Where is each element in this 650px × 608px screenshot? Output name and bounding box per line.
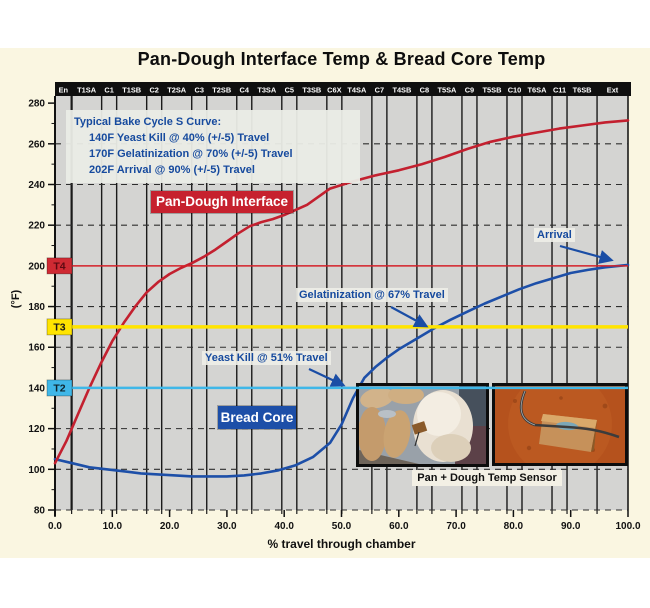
zone-label: C4 xyxy=(240,86,250,95)
note-line: 202F Arrival @ 90% (+/-5) Travel xyxy=(89,164,255,176)
zone-label: T3SB xyxy=(302,86,321,95)
callout-arrow xyxy=(559,244,614,264)
x-tick-label: 50.0 xyxy=(332,521,352,532)
dough-loaf xyxy=(383,410,411,458)
pan-dough-series-label: Pan-Dough Interface xyxy=(151,191,293,213)
y-tick-label: 240 xyxy=(28,180,45,191)
threshold-badge-T3 xyxy=(46,318,73,336)
zone-label: T5SB xyxy=(483,86,502,95)
zone-label: C8 xyxy=(420,86,429,95)
y-axis: 80 100 120 140 160 180 200 220 240 260 280 xyxy=(28,96,56,517)
zone-label: C9 xyxy=(465,86,474,95)
y-tick-label: 160 xyxy=(28,343,45,354)
note-line: 140F Yeast Kill @ 40% (+/-5) Travel xyxy=(89,132,270,144)
arrival-callout: Arrival xyxy=(534,228,575,242)
zone-label: T6SB xyxy=(573,86,592,95)
x-axis-title: % travel through chamber xyxy=(267,537,416,551)
zone-label: T4SB xyxy=(392,86,411,95)
bread-dough-photo-art xyxy=(359,386,486,464)
callout-arrows xyxy=(308,244,614,387)
threshold-badge-label: T2 xyxy=(53,383,65,395)
zone-label: C10 xyxy=(508,86,522,95)
y-tick-label: 120 xyxy=(28,424,45,435)
threshold-badge-T4 xyxy=(46,257,73,275)
zone-label: T3SA xyxy=(257,86,277,95)
y-axis-unit-label: (°F) xyxy=(10,289,22,309)
x-tick-label: 20.0 xyxy=(160,521,180,532)
y-tick-label: 80 xyxy=(34,506,46,517)
zone-label: T4SA xyxy=(347,86,367,95)
threshold-badge-label: T3 xyxy=(53,322,65,334)
threshold-badge-label: T4 xyxy=(53,261,65,273)
zone-label: T2SA xyxy=(167,86,187,95)
zone-label: T2SB xyxy=(212,86,231,95)
threshold-badge-T2 xyxy=(46,379,73,397)
x-axis: 0.0 10.0 20.0 30.0 40.0 50.0 60.0 70.0 80.0 90.0 1… xyxy=(48,510,641,532)
zone-label: C5 xyxy=(285,86,294,95)
x-tick-label: 40.0 xyxy=(274,521,294,532)
y-tick-label: 200 xyxy=(28,261,45,272)
x-tick-label: 100.0 xyxy=(615,521,640,532)
inset-caption: Pan + Dough Temp Sensor xyxy=(412,470,562,486)
zone-label: C1 xyxy=(104,86,113,95)
x-tick-label: 60.0 xyxy=(389,521,409,532)
pan-sensor-photo xyxy=(492,383,628,466)
zone-label: T1SA xyxy=(77,86,97,95)
zone-label: T6SA xyxy=(528,86,548,95)
y-tick-label: 260 xyxy=(28,139,45,150)
zone-label: C6X xyxy=(327,86,341,95)
zone-label: C2 xyxy=(149,86,158,95)
callout-arrow xyxy=(390,306,429,328)
threshold-lines: T4 T3 T2 xyxy=(46,257,628,397)
chart-title: Pan-Dough Interface Temp & Bread Core Te… xyxy=(137,49,546,69)
zone-label: C7 xyxy=(375,86,384,95)
zone-label: C11 xyxy=(553,86,566,95)
x-tick-label: 0.0 xyxy=(48,521,62,532)
zone-label: En xyxy=(59,86,69,95)
pan-sensor-photo-art xyxy=(495,386,625,463)
bread-core-series-label: Bread Core xyxy=(218,406,296,429)
x-tick-label: 30.0 xyxy=(217,521,237,532)
x-tick-label: 10.0 xyxy=(103,521,123,532)
y-tick-label: 180 xyxy=(28,302,45,313)
dough-sensor-patch xyxy=(411,421,428,435)
zone-label: Ext xyxy=(607,86,619,95)
x-tick-label: 80.0 xyxy=(504,521,524,532)
y-tick-label: 100 xyxy=(28,465,45,476)
zone-label: C3 xyxy=(194,86,203,95)
callout-arrow xyxy=(308,368,346,387)
y-tick-label: 220 xyxy=(28,221,45,232)
note-line: 170F Gelatinization @ 70% (+/-5) Travel xyxy=(89,148,293,160)
bread-dough-photo xyxy=(356,383,489,467)
bake-cycle-note: Typical Bake Cycle S Curve: 140F Yeast K… xyxy=(66,110,360,183)
gelatinization-callout: Gelatinization @ 67% Travel xyxy=(296,288,448,302)
y-tick-label: 280 xyxy=(28,99,45,110)
zone-label: T5SA xyxy=(437,86,457,95)
x-tick-label: 90.0 xyxy=(561,521,581,532)
bread-core-curve xyxy=(53,263,630,478)
note-line: Typical Bake Cycle S Curve: xyxy=(74,116,222,128)
y-tick-label: 140 xyxy=(28,383,45,394)
x-tick-label: 70.0 xyxy=(446,521,466,532)
yeast-kill-callout: Yeast Kill @ 51% Travel xyxy=(202,351,331,365)
zone-header: En T1SA C1 T1SB C2 T2SA C3 T2SB C4 T3SA C5 T3SB C6X T… xyxy=(55,82,631,96)
zone-label: T1SB xyxy=(122,86,141,95)
